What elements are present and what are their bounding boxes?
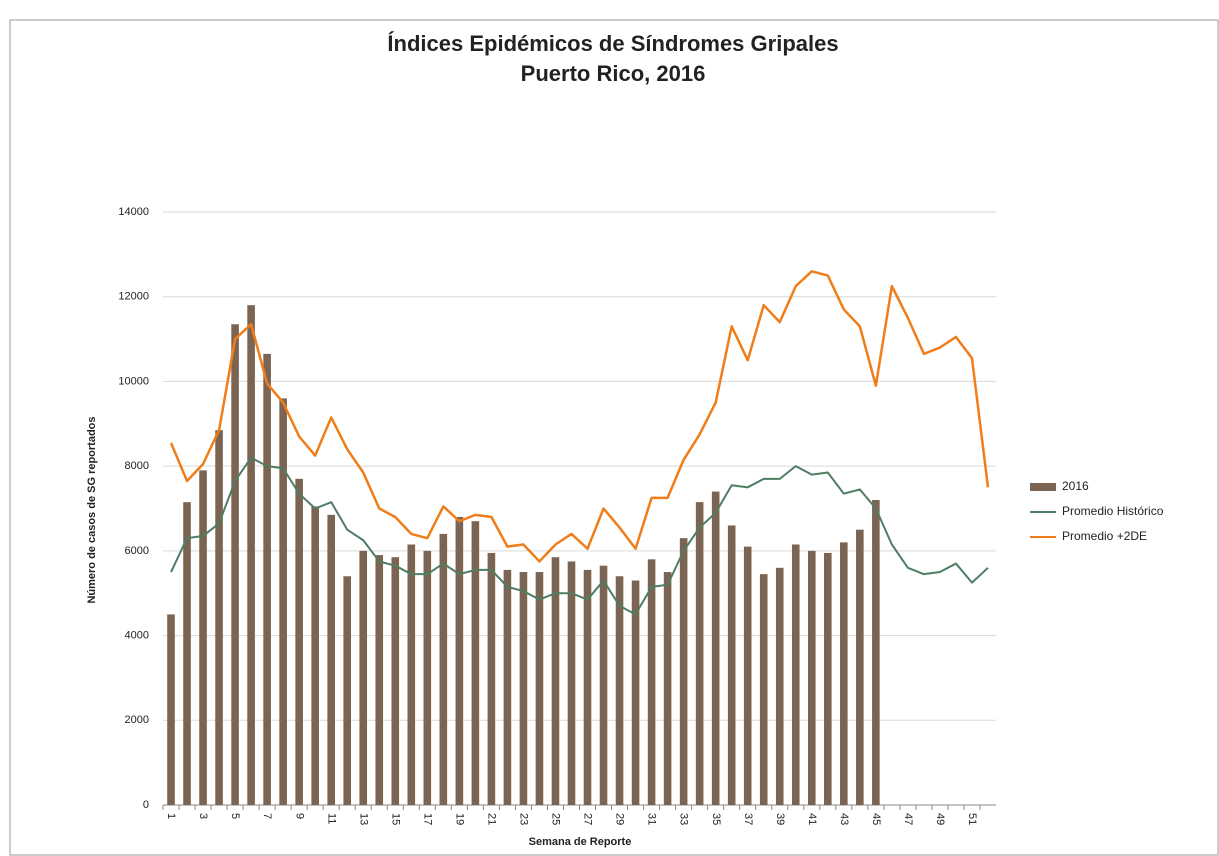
legend-label: Promedio Histórico — [1062, 504, 1164, 518]
y-tick-label: 14000 — [118, 206, 149, 218]
bar — [679, 538, 688, 805]
bar — [791, 544, 800, 805]
bar — [519, 572, 528, 805]
bar — [343, 576, 352, 805]
bar — [727, 525, 736, 805]
x-tick-label: 11 — [325, 813, 337, 824]
bar — [583, 569, 592, 805]
x-tick-label: 1 — [165, 813, 177, 819]
x-tick-label: 45 — [870, 813, 882, 825]
bar — [423, 550, 432, 805]
bar — [695, 502, 704, 805]
bar — [535, 572, 544, 805]
bar — [711, 491, 720, 805]
x-tick-label: 7 — [261, 813, 273, 819]
x-tick-label: 33 — [678, 813, 690, 825]
chart-frame — [9, 19, 1219, 856]
legend-label: 2016 — [1062, 479, 1089, 493]
y-tick-label: 12000 — [118, 291, 149, 303]
x-tick-label: 39 — [774, 813, 786, 825]
legend-label: Promedio +2DE — [1062, 529, 1147, 543]
bar — [823, 552, 832, 805]
bar — [183, 502, 191, 805]
bar — [807, 550, 816, 805]
bar — [295, 478, 303, 805]
x-tick-label: 19 — [453, 813, 465, 825]
bar — [872, 500, 880, 805]
y-tick-label: 8000 — [125, 460, 149, 472]
bar — [663, 572, 672, 805]
bar — [167, 614, 175, 805]
bar — [263, 353, 271, 805]
x-tick-label: 5 — [229, 813, 241, 819]
x-tick-label: 25 — [550, 813, 562, 825]
bar — [487, 552, 496, 805]
bar — [743, 546, 752, 805]
bar — [311, 506, 319, 805]
x-tick-label: 3 — [197, 813, 209, 819]
x-tick-label: 35 — [710, 813, 722, 825]
x-tick-label: 51 — [966, 813, 978, 825]
x-tick-label: 29 — [614, 813, 626, 825]
y-tick-label: 2000 — [125, 714, 149, 726]
x-tick-label: 15 — [389, 813, 401, 825]
bar — [215, 430, 223, 805]
x-tick-label: 37 — [742, 813, 754, 825]
bar — [856, 529, 864, 805]
bar — [279, 398, 287, 805]
bar — [599, 565, 608, 805]
x-tick-label: 47 — [902, 813, 914, 825]
y-tick-label: 10000 — [118, 375, 149, 387]
bar — [407, 544, 416, 805]
bar — [503, 569, 512, 805]
x-tick-label: 43 — [838, 813, 850, 825]
bar — [567, 561, 576, 805]
line — [170, 456, 989, 616]
bar — [471, 521, 480, 805]
x-tick-label: 21 — [485, 813, 497, 825]
bar — [759, 574, 768, 805]
x-tick-label: 23 — [518, 813, 530, 825]
bar — [647, 559, 656, 805]
x-tick-label: 17 — [421, 813, 433, 825]
y-axis-label: Número de casos de SG reportados — [86, 416, 98, 603]
y-tick-label: 0 — [143, 799, 149, 811]
x-axis-label: Semana de Reporte — [529, 836, 632, 848]
bar — [775, 567, 784, 805]
bar — [615, 576, 624, 805]
bar — [327, 514, 336, 805]
legend-swatch — [1030, 483, 1056, 491]
bar — [199, 470, 207, 805]
x-tick-label: 9 — [293, 813, 305, 819]
y-tick-label: 4000 — [125, 629, 149, 641]
chart-subtitle: Puerto Rico, 2016 — [521, 61, 706, 86]
bar — [840, 542, 848, 805]
bar — [375, 555, 384, 805]
x-tick-label: 27 — [582, 813, 594, 825]
bar — [231, 324, 239, 805]
x-tick-label: 41 — [806, 813, 818, 825]
x-tick-label: 13 — [357, 813, 369, 825]
bar — [551, 557, 560, 805]
y-tick-label: 6000 — [125, 545, 149, 557]
chart-title: Índices Epidémicos de Síndromes Gripales — [387, 31, 838, 56]
x-tick-label: 31 — [646, 813, 658, 825]
bar — [247, 305, 255, 805]
bar — [455, 516, 464, 805]
x-tick-label: 49 — [934, 813, 946, 825]
bar — [359, 550, 368, 805]
bar — [391, 557, 400, 805]
bar — [631, 580, 640, 805]
bar — [439, 533, 448, 805]
line — [169, 270, 990, 563]
